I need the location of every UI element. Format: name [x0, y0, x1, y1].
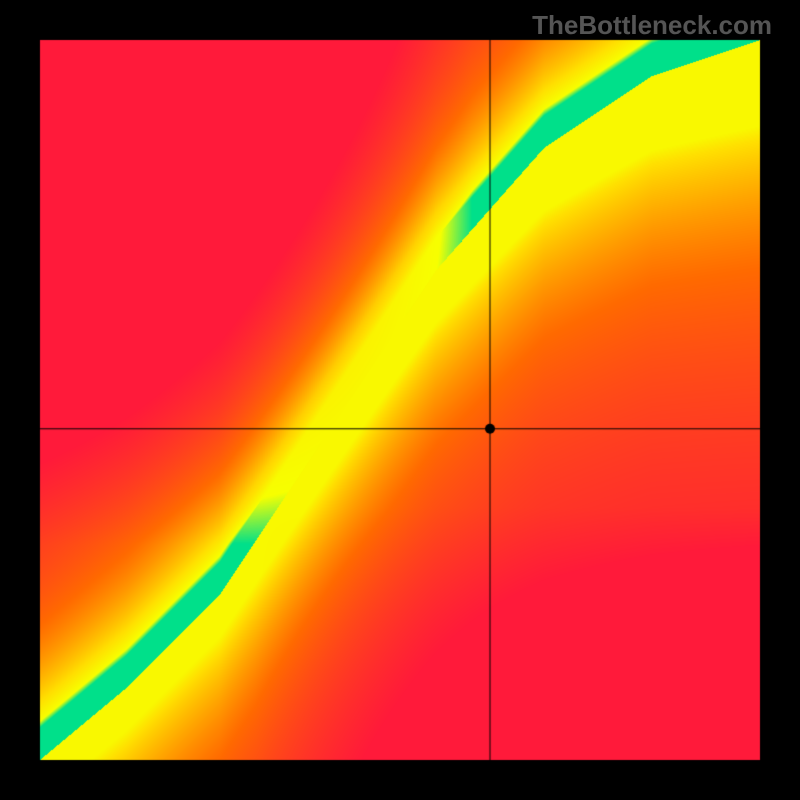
bottleneck-heatmap [0, 0, 800, 800]
chart-container: TheBottleneck.com [0, 0, 800, 800]
watermark-text: TheBottleneck.com [532, 10, 772, 41]
